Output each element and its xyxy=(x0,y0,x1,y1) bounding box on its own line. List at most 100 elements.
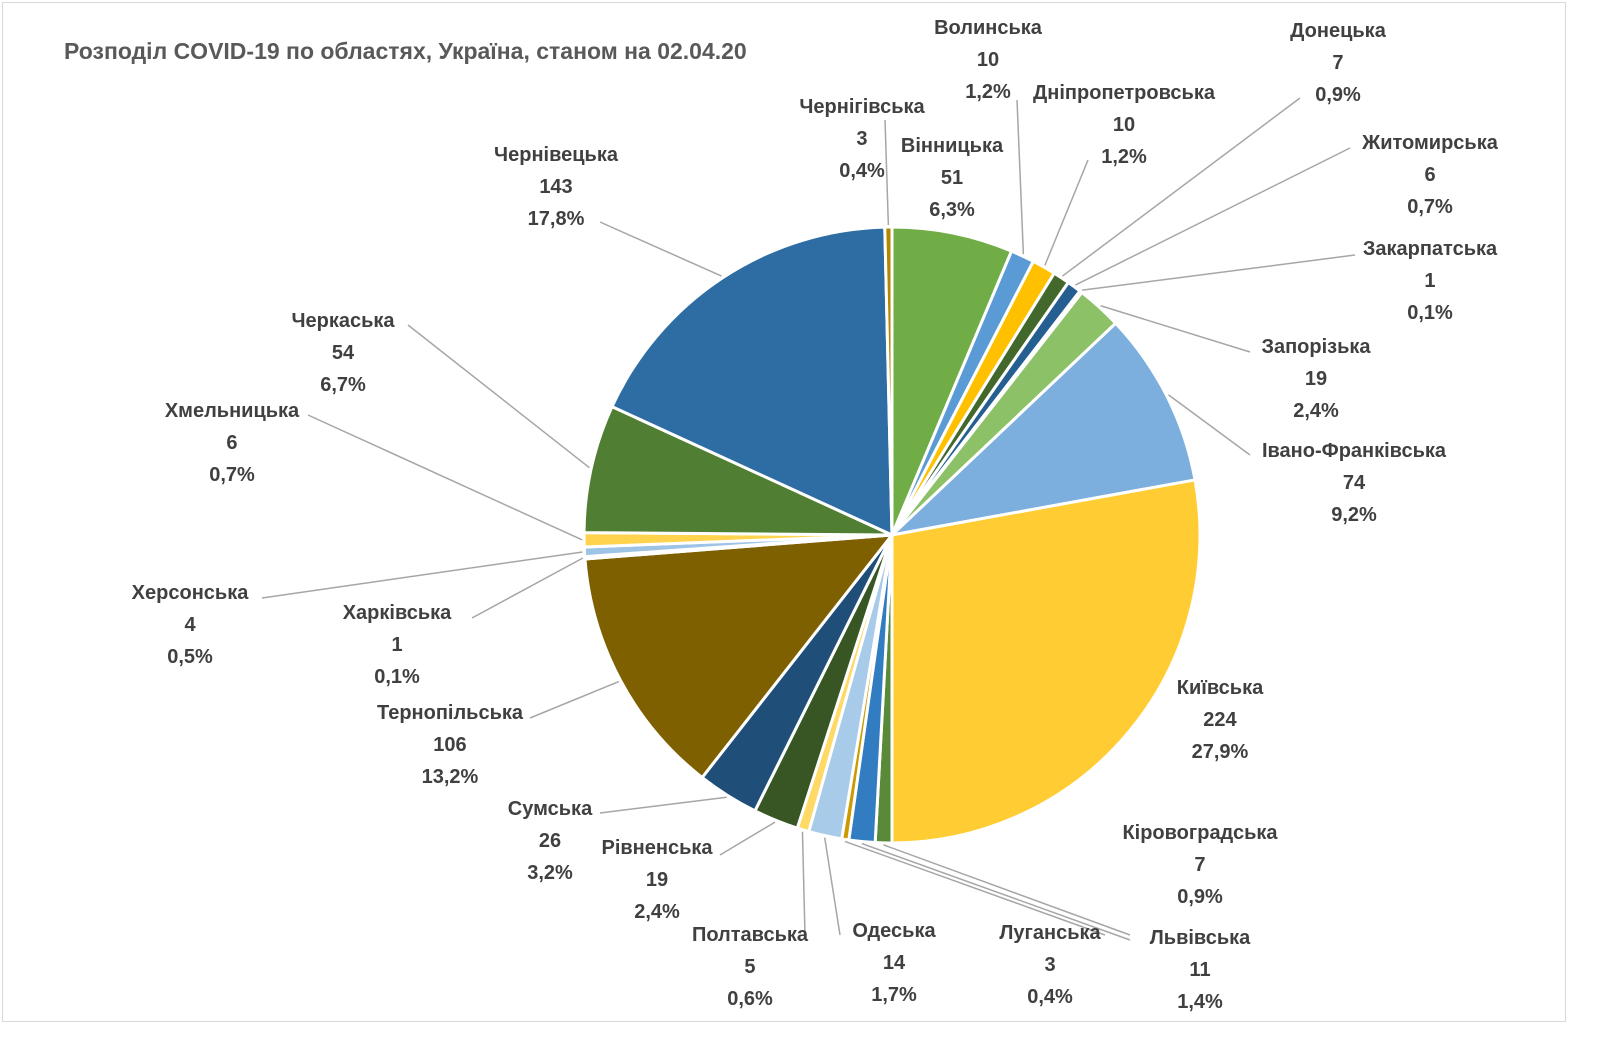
data-label-name: Сумська xyxy=(507,798,593,820)
data-label-name: Вінницька xyxy=(900,135,1004,157)
data-label: Сумська 26 3,2% xyxy=(508,793,592,889)
leader-line xyxy=(529,680,620,719)
data-label-value: 26 xyxy=(538,830,562,852)
leader-line xyxy=(1100,305,1251,353)
data-label-value: 51 xyxy=(940,167,964,189)
data-label: Луганська 3 0,4% xyxy=(999,917,1100,1013)
data-label-percent: 0,9% xyxy=(1315,84,1361,106)
data-label-name: Кіровоградська xyxy=(1122,822,1278,844)
pie-slice xyxy=(890,225,1014,536)
data-label: Одеська 14 1,7% xyxy=(852,915,935,1011)
data-label-percent: 27,9% xyxy=(1191,741,1249,763)
pie-slice xyxy=(583,533,896,780)
data-label-name: Хмельницька xyxy=(164,400,300,422)
data-label-name: Закарпатська xyxy=(1362,238,1498,260)
data-label-percent: 0,6% xyxy=(727,988,773,1010)
data-label-percent: 0,1% xyxy=(374,666,420,688)
leader-line xyxy=(844,840,1106,936)
leader-line xyxy=(1075,147,1351,286)
data-label-name: Волинська xyxy=(934,17,1042,39)
data-label-percent: 2,4% xyxy=(634,901,680,923)
chart-frame xyxy=(2,2,1566,1022)
leader-line xyxy=(1062,97,1301,277)
data-label-value: 1 xyxy=(391,634,403,656)
data-label: Дніпропетровська 10 1,2% xyxy=(1033,77,1215,173)
data-label: Хмельницька 6 0,7% xyxy=(165,395,299,491)
data-label-percent: 0,7% xyxy=(209,464,255,486)
leader-line xyxy=(884,119,890,226)
leader-line xyxy=(599,221,722,277)
data-label: Харківська 1 0,1% xyxy=(343,597,452,693)
data-label-value: 54 xyxy=(331,342,355,364)
leader-line xyxy=(1044,159,1089,266)
data-label-percent: 6,3% xyxy=(929,199,975,221)
data-label-name: Черкаська xyxy=(291,310,395,332)
data-label-value: 19 xyxy=(1304,368,1328,390)
data-label: Рівненська 19 2,4% xyxy=(601,832,712,928)
data-label-name: Чернігівська xyxy=(799,96,925,118)
leader-line xyxy=(1016,99,1025,255)
pie-slice xyxy=(582,404,893,537)
data-label-name: Харківська xyxy=(342,602,452,624)
leader-line xyxy=(719,821,776,856)
data-label-percent: 0,1% xyxy=(1407,302,1453,324)
data-label-value: 3 xyxy=(856,128,868,150)
data-label-value: 3 xyxy=(1044,954,1056,976)
data-label-percent: 0,5% xyxy=(167,646,213,668)
data-label-name: Херсонська xyxy=(131,582,249,604)
data-label-percent: 0,4% xyxy=(839,160,885,182)
data-label-name: Полтавська xyxy=(691,924,809,946)
leader-line xyxy=(823,837,841,936)
data-label-value: 74 xyxy=(1342,472,1366,494)
leader-line xyxy=(407,324,590,469)
data-label-value: 10 xyxy=(976,49,1000,71)
data-label: Тернопільська 106 13,2% xyxy=(377,697,523,793)
data-label-percent: 1,7% xyxy=(871,984,917,1006)
pie-slice xyxy=(890,478,1202,845)
data-label-percent: 0,7% xyxy=(1407,196,1453,218)
data-label: Волинська 10 1,2% xyxy=(934,12,1042,108)
data-label-percent: 0,4% xyxy=(1027,986,1073,1008)
data-label-name: Дніпропетровська xyxy=(1033,82,1215,104)
data-label: Донецька 7 0,9% xyxy=(1290,15,1386,111)
data-label: Київська 224 27,9% xyxy=(1177,672,1263,768)
data-label: Чернігівська 3 0,4% xyxy=(799,91,924,187)
data-label-percent: 17,8% xyxy=(527,208,585,230)
data-label-name: Івано-Франківська xyxy=(1261,440,1447,462)
data-label-value: 143 xyxy=(539,176,573,198)
data-label: Чернівецька 143 17,8% xyxy=(494,139,618,235)
leader-line xyxy=(599,796,727,814)
data-label-value: 6 xyxy=(1424,164,1436,186)
data-label: Житомирська 6 0,7% xyxy=(1362,127,1498,223)
leader-line xyxy=(883,844,1131,936)
data-label-percent: 13,2% xyxy=(421,766,479,788)
data-label-name: Житомирська xyxy=(1362,132,1498,154)
data-label-name: Рівненська xyxy=(601,837,713,859)
data-label-name: Тернопільська xyxy=(376,702,524,724)
leader-line xyxy=(261,551,583,599)
data-label-value: 224 xyxy=(1203,709,1237,731)
data-label-value: 6 xyxy=(226,432,238,454)
data-label-name: Луганська xyxy=(999,922,1101,944)
data-label-value: 11 xyxy=(1189,959,1211,981)
data-label-percent: 1,2% xyxy=(965,81,1011,103)
leader-line xyxy=(801,831,806,936)
data-label-percent: 9,2% xyxy=(1331,504,1377,526)
pie-slice xyxy=(883,225,894,536)
leader-line xyxy=(861,842,1131,941)
leader-line xyxy=(307,414,583,541)
data-label-percent: 2,4% xyxy=(1293,400,1339,422)
data-label: Кіровоградська 7 0,9% xyxy=(1122,817,1277,913)
data-label-value: 4 xyxy=(184,614,196,636)
data-label-value: 1 xyxy=(1424,270,1436,292)
data-label-value: 7 xyxy=(1194,854,1206,876)
data-label-percent: 1,4% xyxy=(1177,991,1223,1013)
data-label-value: 7 xyxy=(1332,52,1344,74)
data-label: Львівська 11 1,4% xyxy=(1150,922,1251,1018)
pie-slice xyxy=(610,225,894,538)
data-label-percent: 1,2% xyxy=(1101,146,1147,168)
data-label: Полтавська 5 0,6% xyxy=(692,919,808,1015)
data-label-name: Донецька xyxy=(1290,20,1386,42)
data-label-percent: 0,9% xyxy=(1177,886,1223,908)
